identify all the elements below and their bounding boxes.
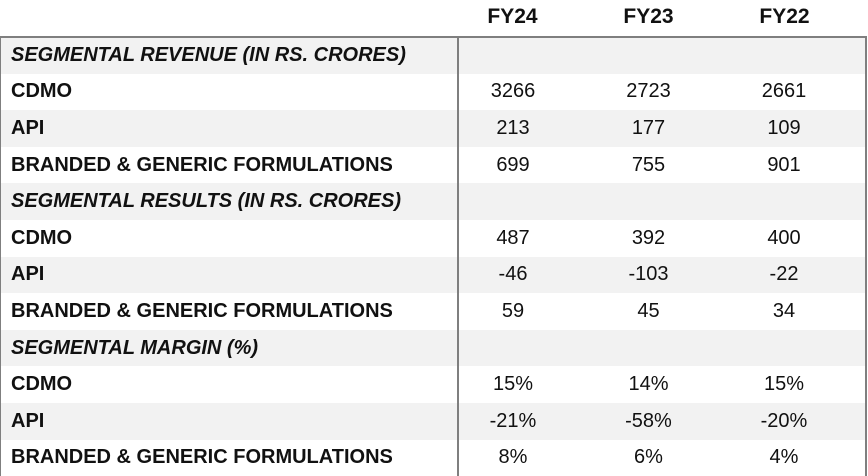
row-label: API [0, 110, 459, 147]
cell-value: -58% [625, 409, 672, 432]
section-title: SEGMENTAL REVENUE (IN RS. CRORES) [0, 37, 459, 74]
empty-cell [594, 330, 730, 367]
cell-value: -22 [729, 256, 867, 294]
cell-value: 6% [634, 446, 663, 469]
cell-value: 2723 [626, 80, 671, 103]
header-row: FY24 FY23 FY22 [0, 0, 866, 38]
cell-value: 901 [729, 146, 867, 184]
section-header-row-revenue: SEGMENTAL REVENUE (IN RS. CRORES) [0, 37, 867, 74]
cell-value: -21% [489, 409, 537, 432]
cell-value: -103 [628, 263, 669, 286]
cell-value: 2661 [729, 73, 867, 111]
cell-value: -20% [729, 402, 867, 440]
row-label: API [0, 402, 459, 440]
empty-cell [458, 183, 594, 220]
table-row-results-api: API -46 -103 -22 [0, 256, 867, 294]
empty-cell [458, 37, 594, 74]
column-header-fy23: FY23 [593, 0, 730, 38]
row-label: API [0, 256, 459, 294]
empty-cell [594, 37, 730, 74]
table-row-margin-cdmo: CDMO 15% 14% 15% [0, 366, 867, 403]
column-header-fy24: FY24 [457, 0, 594, 38]
column-header-fy22: FY22 [729, 0, 866, 38]
empty-cell [729, 329, 867, 367]
row-label: CDMO [0, 366, 459, 403]
cell-value: 14% [628, 373, 669, 396]
cell-value: 15% [729, 366, 867, 403]
corner-cell [0, 0, 458, 38]
section-header-row-margin: SEGMENTAL MARGIN (%) [0, 329, 867, 367]
cell-value: 8% [498, 446, 528, 469]
section-header-row-results: SEGMENTAL RESULTS (IN RS. CRORES) [0, 183, 867, 220]
cell-value: 400 [729, 219, 867, 257]
cell-value: 699 [496, 153, 530, 176]
cell-value: 15% [492, 373, 534, 396]
row-label: BRANDED & GENERIC FORMULATIONS [0, 439, 459, 476]
empty-cell [458, 330, 594, 367]
section-title: SEGMENTAL MARGIN (%) [0, 329, 459, 367]
table-row-margin-branded-generic: BRANDED & GENERIC FORMULATIONS 8% 6% 4% [0, 439, 867, 476]
table-row-revenue-branded-generic: BRANDED & GENERIC FORMULATIONS 699 755 9… [0, 146, 867, 184]
table-row-margin-api: API -21% -58% -20% [0, 402, 867, 440]
table-row-results-cdmo: CDMO 487 392 400 [0, 219, 867, 257]
table-row-revenue-api: API 213 177 109 [0, 110, 867, 147]
table-row-revenue-cdmo: CDMO 3266 2723 2661 [0, 73, 867, 111]
cell-value: 109 [729, 110, 867, 147]
cell-value: 392 [631, 226, 666, 249]
empty-cell [594, 183, 730, 220]
cell-value: 487 [496, 226, 530, 249]
row-label: BRANDED & GENERIC FORMULATIONS [0, 293, 459, 330]
cell-value: 755 [631, 153, 666, 176]
row-label: CDMO [0, 219, 459, 257]
row-label: CDMO [0, 73, 459, 111]
cell-value: 177 [631, 116, 666, 139]
cell-value: 3266 [490, 80, 536, 103]
empty-cell [729, 183, 867, 220]
section-title: SEGMENTAL RESULTS (IN RS. CRORES) [0, 183, 459, 220]
cell-value: 213 [496, 116, 530, 139]
cell-value: 4% [729, 439, 867, 476]
cell-value: 59 [501, 299, 525, 322]
cell-value: -46 [498, 263, 528, 286]
cell-value: 45 [637, 299, 660, 322]
empty-cell [729, 37, 867, 74]
table-row-results-branded-generic: BRANDED & GENERIC FORMULATIONS 59 45 34 [0, 293, 867, 330]
cell-value: 34 [729, 293, 867, 330]
row-label: BRANDED & GENERIC FORMULATIONS [0, 146, 459, 184]
